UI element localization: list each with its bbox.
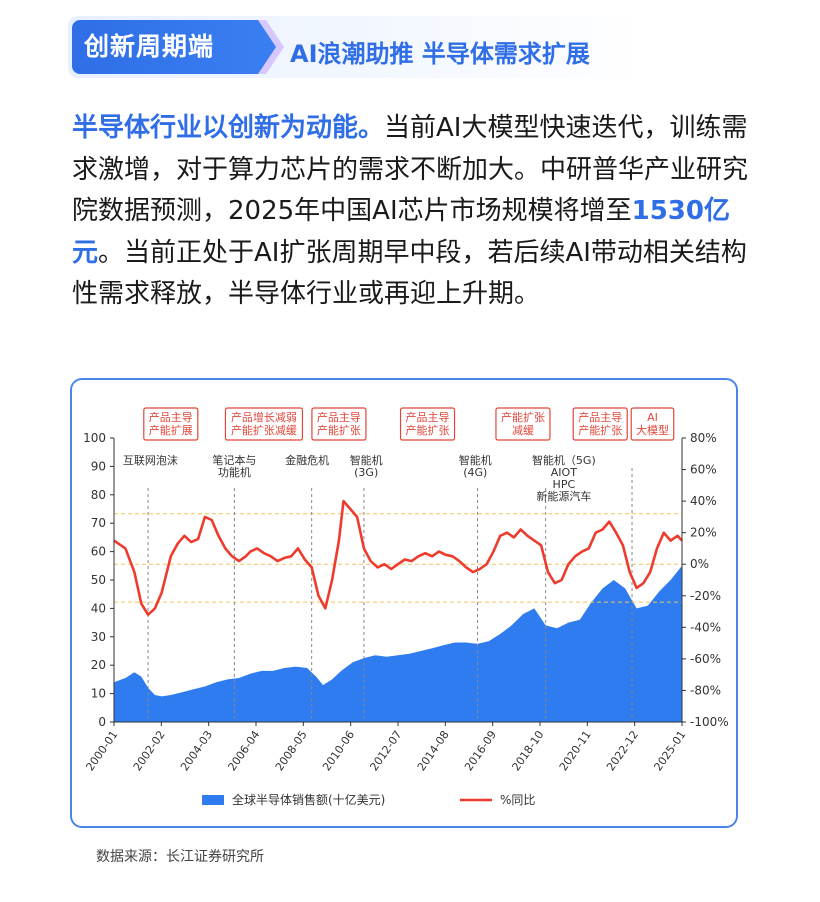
legend-area-swatch	[202, 795, 224, 805]
x-tick-label: 2008-05	[273, 728, 310, 773]
x-tick-label: 2025-01	[651, 728, 688, 773]
x-tick-label: 2006-04	[225, 728, 262, 773]
paragraph-highlight: 1530亿元	[72, 196, 730, 268]
phase-label: 大模型	[636, 423, 669, 437]
right-tick-label: -80%	[690, 683, 721, 697]
sales-area	[114, 565, 682, 722]
phase-box-2	[311, 407, 367, 441]
phase-label: 产品主导	[149, 410, 193, 424]
event-label: 智能机	[350, 453, 383, 467]
event-label: 功能机	[218, 465, 251, 479]
intro-paragraph: 半导体行业以创新为动能。当前AI大模型快速迭代，训练需求激增，对于算力芯片的需求…	[72, 108, 748, 316]
right-tick-label: -100%	[690, 715, 729, 729]
event-label: 新能源汽车	[536, 489, 591, 503]
right-tick-label: -20%	[690, 589, 721, 603]
right-tick-label: 40%	[690, 494, 717, 508]
phase-box-6	[630, 407, 675, 441]
left-tick-label: 90	[91, 459, 106, 473]
phase-label: 产能扩展	[149, 423, 193, 437]
event-label: 智能机（5G)	[532, 453, 596, 467]
left-tick-label: 20	[91, 658, 106, 672]
right-tick-label: 60%	[690, 463, 717, 477]
phase-label: 产能扩张	[578, 423, 622, 437]
left-tick-label: 10	[91, 687, 106, 701]
event-label: 互联网泡沫	[123, 453, 178, 467]
phase-box-0	[143, 407, 199, 441]
x-tick-label: 2000-01	[83, 728, 120, 773]
phase-box-3	[399, 407, 456, 441]
x-tick-label: 2010-06	[320, 728, 357, 773]
phase-box-5	[572, 407, 628, 441]
x-tick-label: 2002-02	[131, 728, 168, 773]
phase-label: 产品主导	[406, 410, 450, 424]
left-tick-label: 60	[91, 545, 106, 559]
right-tick-label: -60%	[690, 652, 721, 666]
phase-box-4	[495, 407, 551, 441]
badge-arrow-shape	[72, 20, 284, 74]
event-label: AIOT	[551, 466, 577, 479]
left-tick-label: 70	[91, 516, 106, 530]
event-label: 智能机	[459, 453, 492, 467]
event-label: 笔记本与	[212, 453, 256, 467]
section-header: 创新周期端 AI浪潮助推 半导体需求扩展	[68, 16, 642, 78]
phase-box-1	[224, 407, 304, 441]
left-tick-label: 40	[91, 601, 106, 615]
yoy-line	[113, 499, 683, 616]
phase-label: 产能扩张	[501, 410, 545, 424]
right-tick-label: 0%	[690, 557, 709, 571]
left-tick-label: 100	[83, 431, 106, 445]
x-tick-label: 2016-09	[462, 728, 499, 773]
event-label: 金融危机	[285, 453, 329, 467]
phase-label: 产能扩张减缓	[231, 423, 297, 437]
phase-label: 产能扩张	[406, 423, 450, 437]
paragraph-part2: 。当前正处于AI扩张周期早中段，若后续AI带动相关结构性需求释放，半导体行业或再…	[72, 237, 747, 310]
legend-area-label: 全球半导体销售额(十亿美元)	[232, 792, 385, 807]
header-subtitle: AI浪潮助推 半导体需求扩展	[290, 40, 590, 68]
phase-label: 减缓	[512, 424, 534, 437]
phase-label: 产品增长减弱	[231, 410, 297, 424]
right-tick-label: 80%	[690, 431, 717, 445]
x-tick-label: 2004-03	[178, 728, 215, 773]
x-tick-label: 2012-07	[367, 728, 404, 773]
x-tick-label: 2014-08	[415, 728, 452, 773]
source-note: 数据来源：长江证券研究所	[96, 849, 264, 865]
right-tick-label: -40%	[690, 620, 721, 634]
event-label: (3G)	[354, 466, 378, 479]
legend-line-label: %同比	[500, 793, 535, 807]
event-label: HPC	[553, 478, 576, 491]
right-tick-label: 20%	[690, 526, 717, 540]
left-tick-label: 30	[91, 630, 106, 644]
left-tick-label: 80	[91, 488, 106, 502]
x-tick-label: 2020-11	[557, 728, 594, 773]
phase-label: 产品主导	[578, 410, 622, 424]
event-label: (4G)	[463, 466, 487, 479]
semiconductor-chart: 0 10 20 30 40 50 60 70 80 90 100 -100% -80% -60% -40% -…	[83, 407, 729, 807]
paragraph-lead: 半导体行业以创新为动能。	[72, 113, 385, 143]
paragraph-part1: 当前AI大模型快速迭代，训练需求激增，对于算力芯片的需求不断加大。中研普华产业研…	[72, 113, 749, 226]
badge-label: 创新周期端	[84, 32, 215, 61]
phase-label: 产能扩张	[317, 423, 361, 437]
phase-label: AI	[647, 411, 658, 424]
left-tick-label: 0	[98, 715, 106, 729]
x-tick-label: 2018-10	[509, 728, 546, 773]
phase-label: 产品主导	[317, 410, 361, 424]
left-tick-label: 50	[91, 573, 106, 587]
chart-container: 0 10 20 30 40 50 60 70 80 90 100 -100% -80% -60% -40% -…	[70, 378, 738, 828]
x-tick-label: 2022-12	[604, 728, 641, 773]
